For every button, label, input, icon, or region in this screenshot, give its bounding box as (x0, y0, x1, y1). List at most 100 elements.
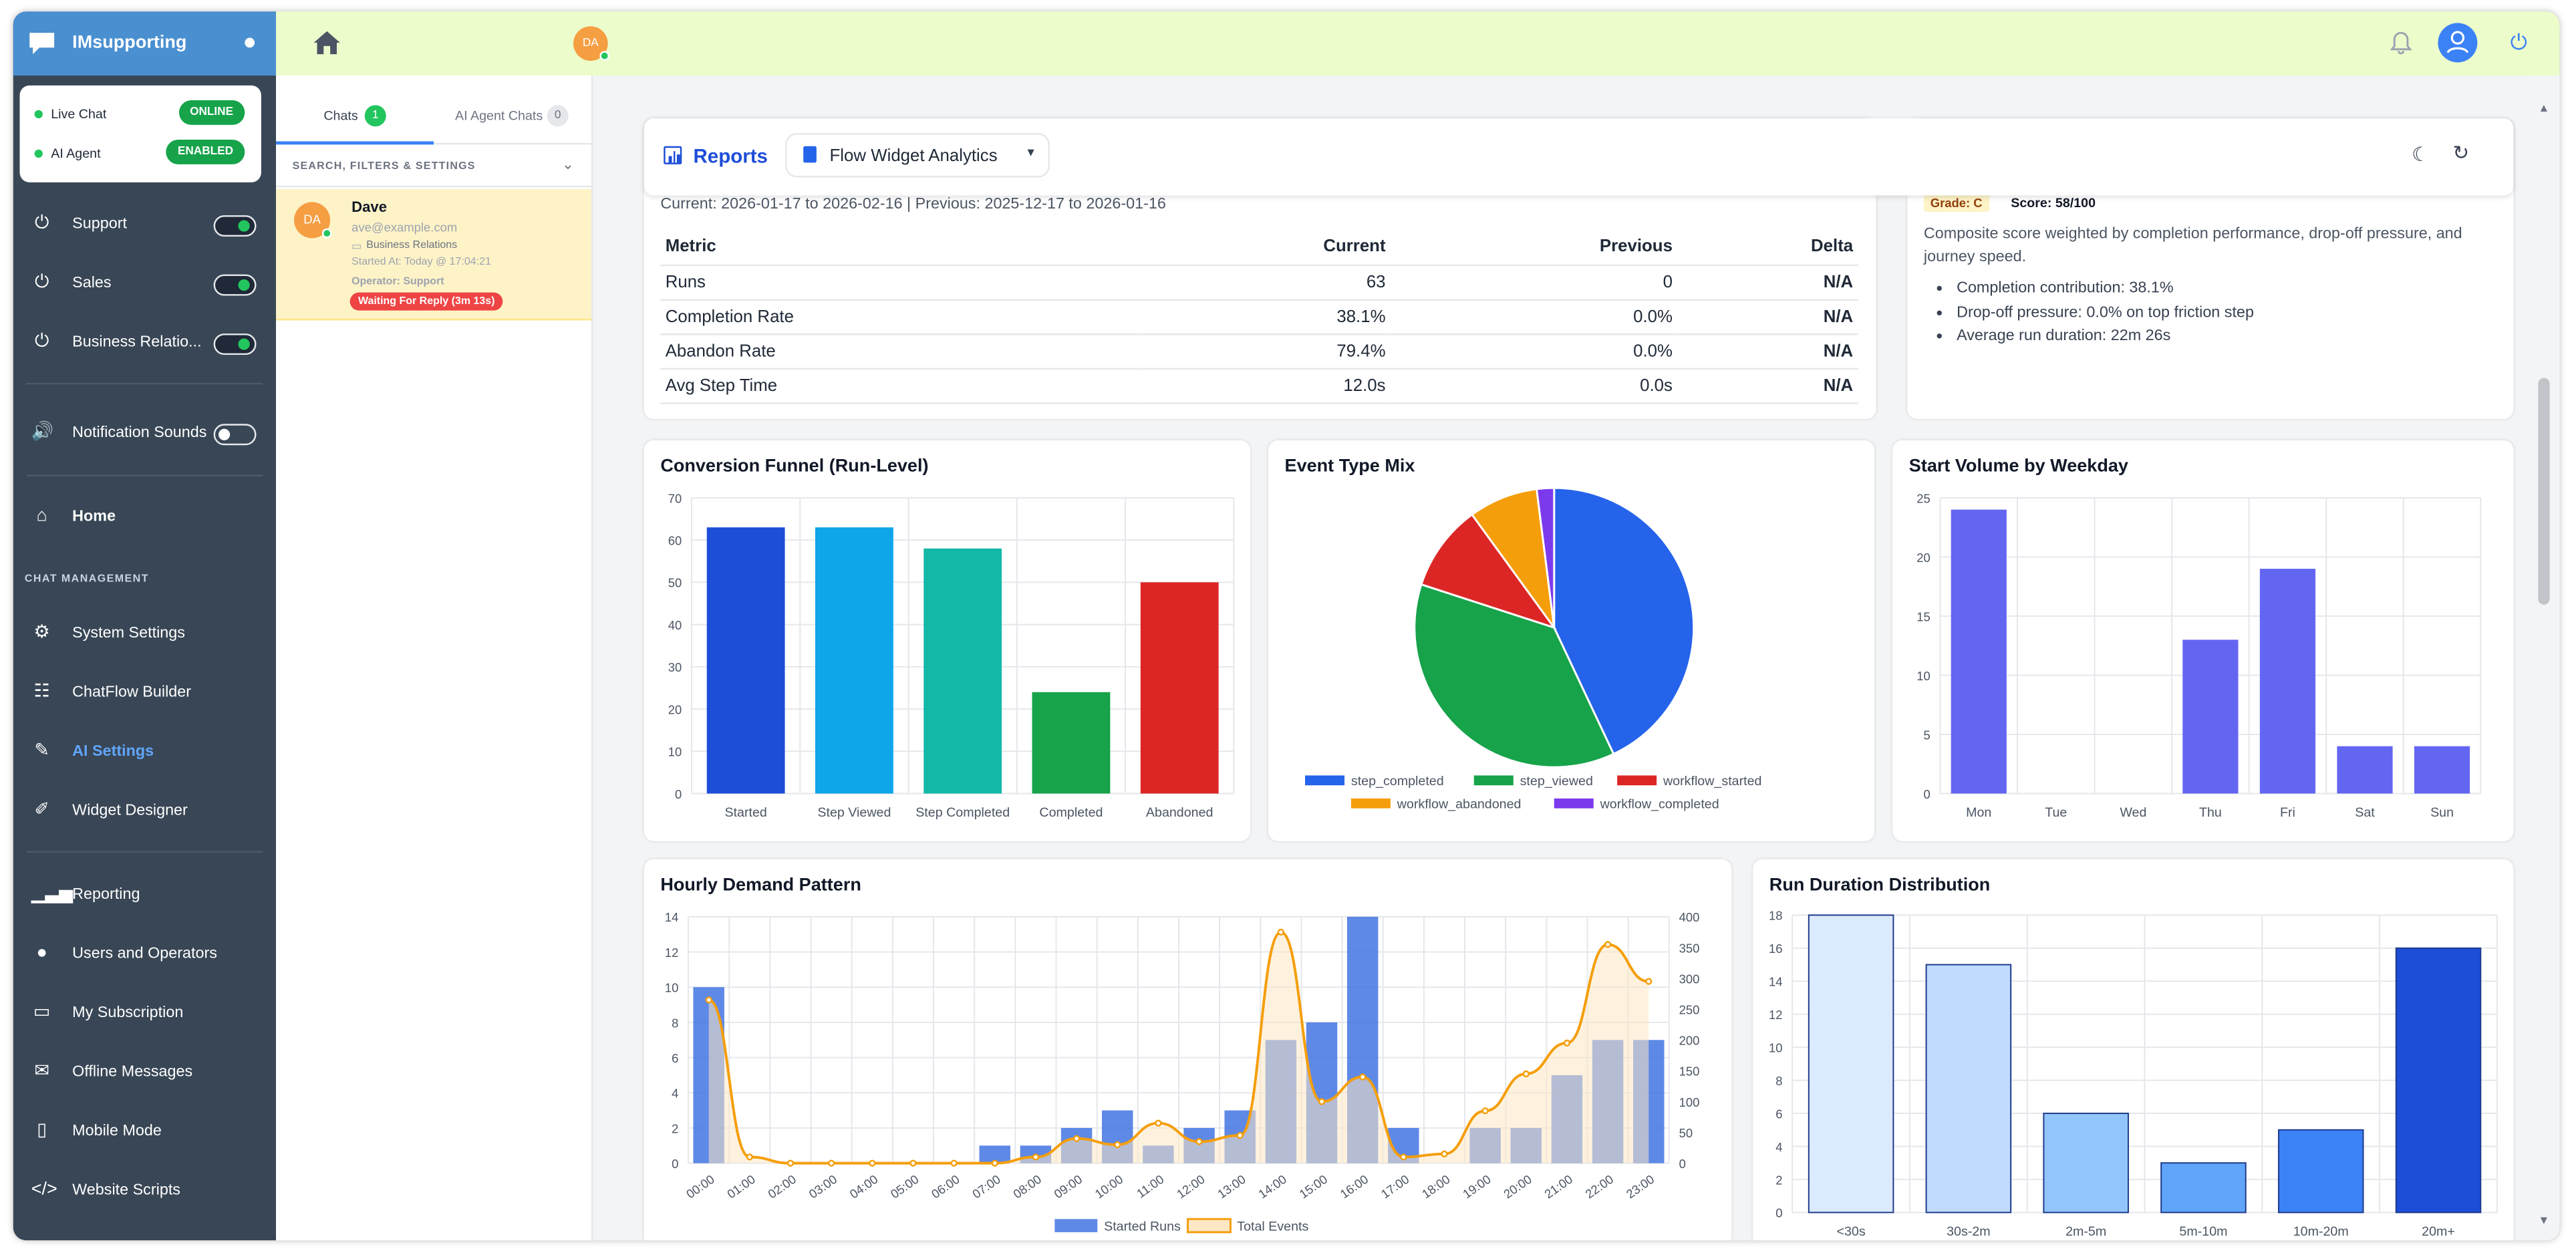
nav-home[interactable]: ⌂ Home (13, 496, 276, 539)
nav-chatflow-builder[interactable]: ☷ ChatFlow Builder (13, 672, 276, 715)
notification-switch[interactable] (213, 424, 257, 446)
legend-label: workflow_completed (1600, 797, 1719, 812)
toggle-business[interactable]: ⏻ Business Relatio... (13, 322, 276, 365)
nav-users-operators[interactable]: ● Users and Operators (13, 933, 276, 976)
point-total-events (1277, 928, 1285, 936)
power-icon[interactable]: ⏻ (2510, 29, 2527, 55)
y-tick-label: 40 (668, 618, 682, 632)
chart-start-volume: Start Volume by Weekday 0 5 10 15 20 25 Mon Tue… (1892, 440, 2514, 841)
funnel-chart-svg: 0 10 20 30 40 50 60 70 Started Step Viewed Step Co… (668, 491, 1235, 820)
y2-tick-label: 200 (1679, 1034, 1700, 1048)
user-avatar[interactable]: DA (573, 26, 608, 61)
toggle-support[interactable]: ⏻ Support (13, 204, 276, 247)
brand-header: IMsupporting (13, 11, 277, 76)
table-row: Completion Rate 38.1% 0.0% N/A (660, 299, 1858, 335)
y-tick-label: 10 (668, 745, 682, 759)
y-tick-label: 8 (672, 1016, 678, 1030)
legend-label: step_completed (1351, 774, 1444, 789)
x-tick-label: 30s-2m (1947, 1224, 1991, 1239)
toggle-sales[interactable]: ⏻ Sales (13, 263, 276, 305)
y-tick-label: 14 (1769, 975, 1783, 989)
ai-agent-badge[interactable]: ENABLED (166, 139, 245, 164)
scroll-thumb[interactable] (2538, 378, 2550, 605)
legend-label: Started Runs (1104, 1219, 1181, 1234)
chat-panel: Chats 1 AI Agent Chats 0 SEARCH, FILTERS… (276, 76, 593, 1241)
nav-subscription[interactable]: ▭ My Subscription (13, 992, 276, 1035)
table-cell: N/A (1677, 368, 1858, 404)
business-switch[interactable] (213, 333, 257, 356)
chart-title: Hourly Demand Pattern (660, 875, 861, 895)
table-cell: 63 (1140, 264, 1391, 300)
x-tick-label: 07:00 (970, 1172, 1003, 1202)
x-tick-label: Tue (2045, 805, 2067, 820)
bar-sun (2414, 746, 2470, 794)
report-type-select[interactable]: Flow Widget Analytics ▼ (785, 133, 1050, 178)
filters-toggle[interactable]: SEARCH, FILTERS & SETTINGS ⌄ (276, 146, 593, 188)
nav-label: Offline Messages (72, 1063, 193, 1081)
bar-thu (2182, 640, 2239, 794)
x-tick-label: 22:00 (1582, 1172, 1616, 1202)
bar-20m- (2395, 947, 2482, 1214)
x-tick-label: 11:00 (1134, 1172, 1167, 1201)
brush-icon: ✐ (34, 800, 50, 820)
nav-ai-settings[interactable]: ✎ AI Settings (13, 731, 276, 774)
table-row: Runs 63 0 N/A (660, 264, 1858, 300)
nav-label: System Settings (72, 624, 185, 643)
visitor-name: Dave (351, 198, 388, 216)
user-icon (2446, 31, 2469, 53)
table-row: Avg Step Time 12.0s 0.0s N/A (660, 368, 1858, 404)
sales-switch[interactable] (213, 274, 257, 296)
y-tick-label: 50 (668, 576, 682, 590)
caret-down-icon: ▼ (1025, 148, 1037, 160)
sitemap-icon: ☷ (33, 682, 50, 702)
table-header-row: Metric Current Previous Delta (660, 230, 1858, 266)
tab-ai-agent-chats[interactable]: AI Agent Chats 0 (434, 76, 593, 145)
y-tick-label: 30 (668, 660, 682, 674)
nav-mobile-mode[interactable]: ▯ Mobile Mode (13, 1111, 276, 1153)
support-switch[interactable] (213, 215, 257, 237)
credit-card-icon: ▭ (33, 1002, 51, 1022)
moon-icon[interactable]: ☾ (2412, 142, 2430, 166)
y-tick-label: 16 (1769, 942, 1783, 956)
waiting-badge: Waiting For Reply (3m 13s) (349, 292, 503, 311)
y2-tick-label: 150 (1679, 1065, 1700, 1079)
legend-label: Total Events (1237, 1219, 1308, 1234)
tab-label: AI Agent Chats (455, 108, 543, 124)
nav-widget-designer[interactable]: ✐ Widget Designer (13, 791, 276, 833)
ai-count-badge: 0 (547, 105, 569, 127)
tab-chats[interactable]: Chats 1 (276, 76, 434, 145)
toggle-label: Notification Sounds (72, 424, 207, 442)
gears-icon: ⚙ (33, 622, 50, 643)
online-dot-icon (599, 51, 610, 61)
nav-website-scripts[interactable]: </> Website Scripts (13, 1169, 276, 1212)
x-tick-label: 17:00 (1379, 1172, 1412, 1202)
refresh-icon[interactable]: ↻ (2452, 141, 2470, 164)
bell-icon[interactable] (2390, 31, 2412, 55)
y-tick-label: 2 (1775, 1173, 1782, 1187)
nav-reporting[interactable]: ▁▃▅ Reporting (13, 874, 276, 917)
nav-offline-messages[interactable]: ✉ Offline Messages (13, 1051, 276, 1094)
hourly-chart-svg: 0 2 4 6 8 10 12 14 0 50 100 150 200 250 300 350 400 00:00… (665, 910, 1700, 1234)
chart-title: Event Type Mix (1284, 456, 1415, 476)
y-tick-label: 14 (665, 910, 679, 924)
point-total-events (705, 996, 712, 1004)
chat-item[interactable]: DA Dave ave@example.com ▭ Business Relat… (276, 188, 592, 321)
scroll-up-icon[interactable]: ▲ (2538, 103, 2550, 116)
toggle-notification[interactable]: 🔊 Notification Sounds (13, 412, 276, 455)
y-tick-label: 4 (1775, 1140, 1782, 1154)
x-tick-label: 16:00 (1337, 1172, 1371, 1202)
profile-button[interactable] (2438, 23, 2478, 63)
y-tick-label: 5 (1923, 728, 1930, 742)
x-tick-label: 00:00 (684, 1172, 717, 1202)
x-tick-label: Abandoned (1146, 805, 1213, 820)
scroll-down-icon[interactable]: ▼ (2538, 1216, 2550, 1228)
home-icon[interactable] (312, 29, 341, 55)
x-tick-label: 19:00 (1460, 1172, 1493, 1202)
live-chat-badge[interactable]: ONLINE (178, 100, 245, 125)
x-tick-label: 14:00 (1256, 1172, 1289, 1202)
x-tick-label: Mon (1966, 805, 1991, 820)
visitor-email: ave@example.com (351, 220, 458, 235)
bar-started (706, 527, 785, 794)
nav-system-settings[interactable]: ⚙ System Settings (13, 613, 276, 656)
scrollbar[interactable]: ▲ ▼ (2531, 76, 2560, 1241)
